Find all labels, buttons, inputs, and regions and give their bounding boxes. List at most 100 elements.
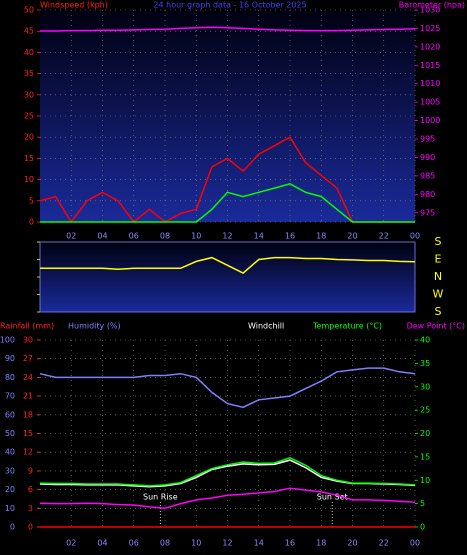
y-tick-label: 6 bbox=[28, 485, 33, 494]
y-tick-label: 15 bbox=[24, 154, 34, 163]
y-tick-label: 5 bbox=[29, 196, 34, 205]
y2-axis-label: Barometer (hpa) bbox=[399, 1, 465, 10]
x-tick-label: 06 bbox=[129, 232, 139, 241]
series-line bbox=[40, 26, 416, 32]
y-tick-label: 0 bbox=[29, 218, 34, 227]
y-tick-label: 20 bbox=[420, 429, 430, 438]
x-tick-label: 10 bbox=[191, 539, 201, 548]
y-tick-label: 10 bbox=[5, 504, 15, 513]
y-tick-label: 3 bbox=[28, 504, 33, 513]
x-tick-label: 12 bbox=[222, 539, 232, 548]
y-tick-label: N bbox=[434, 270, 442, 283]
legend-humidity: Humidity (%) bbox=[68, 322, 121, 331]
y-tick-label: 40 bbox=[24, 48, 34, 57]
series-line bbox=[39, 367, 416, 409]
y-axis-label: Windspeed (kph) bbox=[40, 1, 108, 10]
y-tick-label: 975 bbox=[420, 208, 435, 217]
y-tick-label: S bbox=[435, 235, 442, 248]
y-tick-label: 30 bbox=[5, 466, 15, 475]
x-tick-label: 16 bbox=[285, 232, 295, 241]
y-tick-label: 0 bbox=[28, 523, 33, 532]
series-line bbox=[39, 487, 416, 510]
y-tick-label: 15 bbox=[420, 452, 430, 461]
y-tick-label: 70 bbox=[5, 392, 15, 401]
legend-temperature: Temperature (°C) bbox=[312, 322, 382, 331]
y-tick-label: 1000 bbox=[420, 116, 440, 125]
y-tick-label: 35 bbox=[420, 359, 430, 368]
y-tick-label: 20 bbox=[24, 133, 34, 142]
y-tick-label: 995 bbox=[420, 135, 435, 144]
y-tick-label: 35 bbox=[24, 69, 34, 78]
y-tick-label: 90 bbox=[5, 354, 15, 363]
y-tick-label: 1020 bbox=[420, 42, 440, 51]
y-tick-label: 24 bbox=[23, 373, 33, 382]
y-tick-label: 1030 bbox=[420, 6, 440, 15]
x-tick-label: 06 bbox=[129, 539, 139, 548]
y-tick-label: 27 bbox=[23, 354, 33, 363]
x-tick-label: 08 bbox=[160, 539, 170, 548]
chart-title: 24 hour graph data - 16 October 2025 bbox=[153, 1, 306, 10]
legend-dew-point: Dew Point (°C) bbox=[407, 322, 465, 331]
y-tick-label: E bbox=[435, 253, 442, 266]
y-tick-label: 45 bbox=[24, 27, 34, 36]
x-tick-label: 10 bbox=[191, 232, 201, 241]
y-tick-label: 30 bbox=[420, 382, 430, 391]
x-tick-label: 20 bbox=[347, 232, 357, 241]
y-tick-label: 1005 bbox=[420, 98, 440, 107]
x-tick-label: 12 bbox=[222, 232, 232, 241]
y-tick-label: 30 bbox=[23, 336, 33, 345]
y-tick-label: 25 bbox=[24, 112, 34, 121]
y-tick-label: 30 bbox=[24, 90, 34, 99]
x-tick-label: 18 bbox=[316, 539, 326, 548]
x-tick-label: 08 bbox=[160, 232, 170, 241]
y-tick-label: 20 bbox=[5, 485, 15, 494]
y-tick-label: 100 bbox=[0, 336, 15, 345]
y-tick-label: 80 bbox=[5, 373, 15, 382]
y-tick-label: 10 bbox=[24, 175, 34, 184]
x-tick-label: 16 bbox=[285, 539, 295, 548]
y-tick-label: 60 bbox=[5, 410, 15, 419]
x-tick-label: 00 bbox=[410, 232, 420, 241]
legend-rainfall: Rainfall (mm) bbox=[0, 322, 54, 331]
y-tick-label: 0 bbox=[10, 523, 15, 532]
x-tick-label: 00 bbox=[410, 539, 420, 548]
y-tick-label: 18 bbox=[23, 410, 33, 419]
y-tick-label: 15 bbox=[23, 429, 33, 438]
y-tick-label: W bbox=[433, 288, 444, 301]
annotation: Sun Set bbox=[317, 493, 348, 502]
x-tick-label: 20 bbox=[347, 539, 357, 548]
y-tick-label: 21 bbox=[23, 392, 33, 401]
series-line bbox=[40, 182, 415, 223]
y-tick-label: 40 bbox=[420, 336, 430, 345]
series-line bbox=[40, 256, 416, 274]
y-tick-label: 1010 bbox=[420, 79, 440, 88]
y-tick-label: 5 bbox=[420, 499, 425, 508]
x-tick-label: 22 bbox=[379, 539, 389, 548]
y-tick-label: 25 bbox=[420, 406, 430, 415]
y-tick-label: 40 bbox=[5, 448, 15, 457]
annotation: Sun Rise bbox=[143, 493, 178, 502]
x-tick-label: 04 bbox=[97, 539, 107, 548]
x-tick-label: 02 bbox=[66, 539, 76, 548]
x-tick-label: 18 bbox=[316, 232, 326, 241]
y-tick-label: 50 bbox=[24, 6, 34, 15]
x-tick-label: 04 bbox=[97, 232, 107, 241]
x-tick-label: 22 bbox=[379, 232, 389, 241]
legend-windchill: Windchill bbox=[248, 322, 284, 331]
y-tick-label: 9 bbox=[28, 466, 33, 475]
y-tick-label: 12 bbox=[23, 448, 33, 457]
y-tick-label: 1025 bbox=[420, 24, 440, 33]
y-tick-label: 50 bbox=[5, 429, 15, 438]
y-tick-label: S bbox=[435, 305, 442, 318]
x-tick-label: 14 bbox=[254, 232, 264, 241]
x-tick-label: 14 bbox=[254, 539, 264, 548]
y-tick-label: 990 bbox=[420, 153, 435, 162]
x-tick-label: 02 bbox=[66, 232, 76, 241]
plot-area bbox=[40, 340, 415, 527]
y-tick-label: 980 bbox=[420, 190, 435, 199]
direction-area bbox=[39, 241, 416, 313]
y-tick-label: 10 bbox=[420, 476, 430, 485]
y-tick-label: 0 bbox=[420, 523, 425, 532]
series-line bbox=[39, 456, 416, 487]
